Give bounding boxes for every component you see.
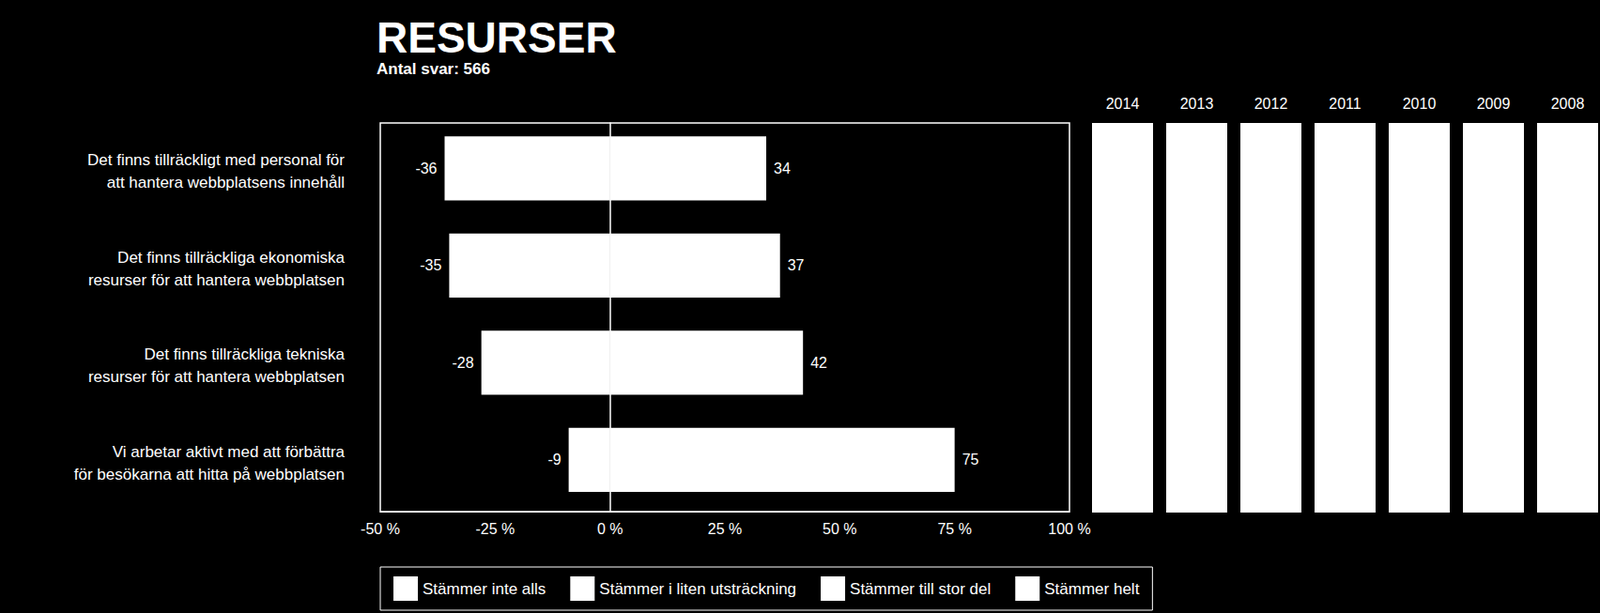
svg-text:75 %: 75 % — [937, 521, 971, 538]
svg-text:Stämmer helt: Stämmer helt — [1044, 580, 1139, 599]
svg-text:100 %: 100 % — [1047, 521, 1091, 538]
svg-text:Det finns tillräckliga teknisk: Det finns tillräckliga tekniska — [143, 345, 345, 364]
svg-text:-25 %: -25 % — [475, 521, 515, 538]
svg-text:34: 34 — [773, 160, 791, 177]
svg-text:25 %: 25 % — [707, 521, 742, 538]
svg-text:Stämmer inte alls: Stämmer inte alls — [422, 580, 546, 599]
svg-text:75: 75 — [962, 451, 980, 468]
svg-text:2010: 2010 — [1402, 95, 1437, 112]
svg-text:Det finns tillräckligt med per: Det finns tillräckligt med personal för — [87, 151, 345, 170]
svg-text:2012: 2012 — [1254, 95, 1289, 112]
svg-text:att hantera webbplatsens inneh: att hantera webbplatsens innehåll — [107, 173, 345, 192]
svg-text:-36: -36 — [415, 160, 437, 177]
svg-text:42: 42 — [810, 354, 828, 371]
svg-text:Stämmer till stor del: Stämmer till stor del — [849, 580, 991, 599]
svg-text:2009: 2009 — [1476, 95, 1511, 112]
svg-text:-9: -9 — [547, 451, 561, 468]
svg-text:Antal svar: 566: Antal svar: 566 — [376, 60, 491, 78]
svg-text:-50 %: -50 % — [360, 521, 400, 538]
svg-text:2008: 2008 — [1551, 95, 1585, 112]
svg-text:2011: 2011 — [1328, 95, 1362, 112]
svg-text:-28: -28 — [452, 354, 475, 371]
svg-text:0 %: 0 % — [597, 521, 624, 538]
svg-text:37: 37 — [787, 257, 805, 274]
svg-text:2013: 2013 — [1180, 95, 1215, 112]
svg-text:RESURSER: RESURSER — [376, 13, 617, 62]
svg-text:Vi arbetar aktivt med att förb: Vi arbetar aktivt med att förbättra — [112, 443, 346, 462]
svg-text:Stämmer i liten utsträckning: Stämmer i liten utsträckning — [599, 580, 797, 599]
svg-text:resurser för att hantera webbp: resurser för att hantera webbplatsen — [88, 368, 345, 386]
svg-text:för besökarna att hitta på web: för besökarna att hitta på webbplatsen — [74, 465, 345, 484]
svg-text:-35: -35 — [419, 257, 442, 274]
svg-text:resurser för att hantera webbp: resurser för att hantera webbplatsen — [88, 271, 345, 290]
svg-text:50 %: 50 % — [822, 521, 857, 538]
svg-text:2014: 2014 — [1106, 95, 1140, 112]
svg-text:Det finns tillräckliga ekonomi: Det finns tillräckliga ekonomiska — [117, 248, 345, 267]
